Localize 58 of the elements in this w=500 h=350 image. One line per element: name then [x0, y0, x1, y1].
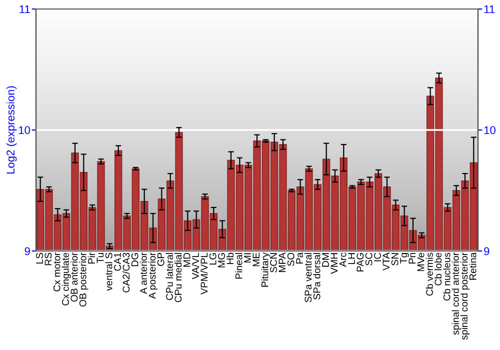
x-tick-label: DG	[131, 253, 138, 266]
x-tick-label: MI	[244, 253, 251, 262]
x-tick-label: spinal cord anterior	[452, 252, 461, 335]
y2-tick-label: 10	[484, 126, 496, 134]
x-tick-label: spinal cord posterior	[460, 252, 470, 340]
x-tick-label: PAG	[356, 253, 364, 272]
x-tick-label: SN	[391, 253, 398, 266]
x-tick-label: Cx motor	[53, 252, 60, 292]
x-tick-label: A anterior	[140, 252, 147, 294]
y-tick-label: 11	[20, 5, 30, 14]
x-tick-label: LS	[36, 252, 43, 264]
x-tick-label: Retina	[469, 252, 476, 280]
x-tick-label: Pn	[408, 253, 416, 264]
x-tick-label: Tg	[400, 253, 409, 264]
x-tick-label: SCN	[270, 253, 277, 272]
x-tick-label: SC	[365, 252, 372, 266]
x-tick-label: VTA	[382, 252, 390, 271]
x-tick-label: OB anterior	[70, 252, 78, 302]
x-tick-label: MPA	[278, 252, 286, 272]
x-tick-label: LH	[348, 253, 355, 264]
x-tick-label: MD	[183, 252, 190, 267]
x-tick-label: Pir	[88, 252, 95, 264]
x-tick-label: Tu	[96, 253, 104, 264]
x-tick-label: CPu lateral	[166, 253, 173, 300]
y-tick-label: 9	[24, 247, 30, 256]
x-tick-label: VMH	[330, 253, 338, 274]
x-tick-label: Pa	[296, 252, 303, 264]
x-tick-label: Cb vermis	[426, 252, 433, 296]
x-tick-label: Cb nucleus	[443, 252, 450, 301]
x-tick-label: DM	[322, 253, 329, 267]
x-tick-label: CA1	[114, 252, 121, 271]
x-tick-label: VA/VL	[192, 252, 199, 280]
x-tick-label: Pituitary	[261, 252, 270, 287]
x-tick-label: RS	[44, 252, 52, 266]
y-tick-label: 10	[18, 126, 30, 134]
y2-tick-label: 9	[484, 247, 490, 256]
x-tick-label: SO	[287, 252, 294, 266]
x-tick-label: VPM/VPL	[200, 252, 208, 294]
x-tick-label: LG	[209, 253, 216, 265]
x-tick-label: Cb lobe	[434, 252, 442, 286]
y-axis-title: Log2 (expression)	[6, 86, 17, 174]
x-tick-label: A posterior	[148, 252, 158, 299]
x-tick-label: Cx cingulate	[62, 252, 71, 306]
y2-tick-label: 11	[484, 5, 495, 14]
x-tick-label: ventral S	[105, 252, 112, 291]
x-tick-label: OB posterior	[79, 252, 88, 306]
x-tick-label: SPa ventral	[304, 253, 312, 302]
x-tick-label: Arc	[339, 252, 346, 267]
x-tick-label: MVe	[417, 252, 424, 272]
x-tick-label: GP	[157, 252, 164, 266]
x-tick-label: CA2/CA3	[122, 252, 130, 292]
x-tick-label: SPa dorsal	[313, 253, 320, 300]
x-tick-label: CPu medial	[174, 253, 182, 302]
x-tick-label: Pineal	[235, 253, 242, 279]
x-tick-label: Hb	[226, 252, 234, 264]
x-tick-label: ME	[252, 252, 260, 266]
x-tick-label: MG	[218, 253, 225, 268]
x-tick-label: IC	[374, 252, 381, 262]
